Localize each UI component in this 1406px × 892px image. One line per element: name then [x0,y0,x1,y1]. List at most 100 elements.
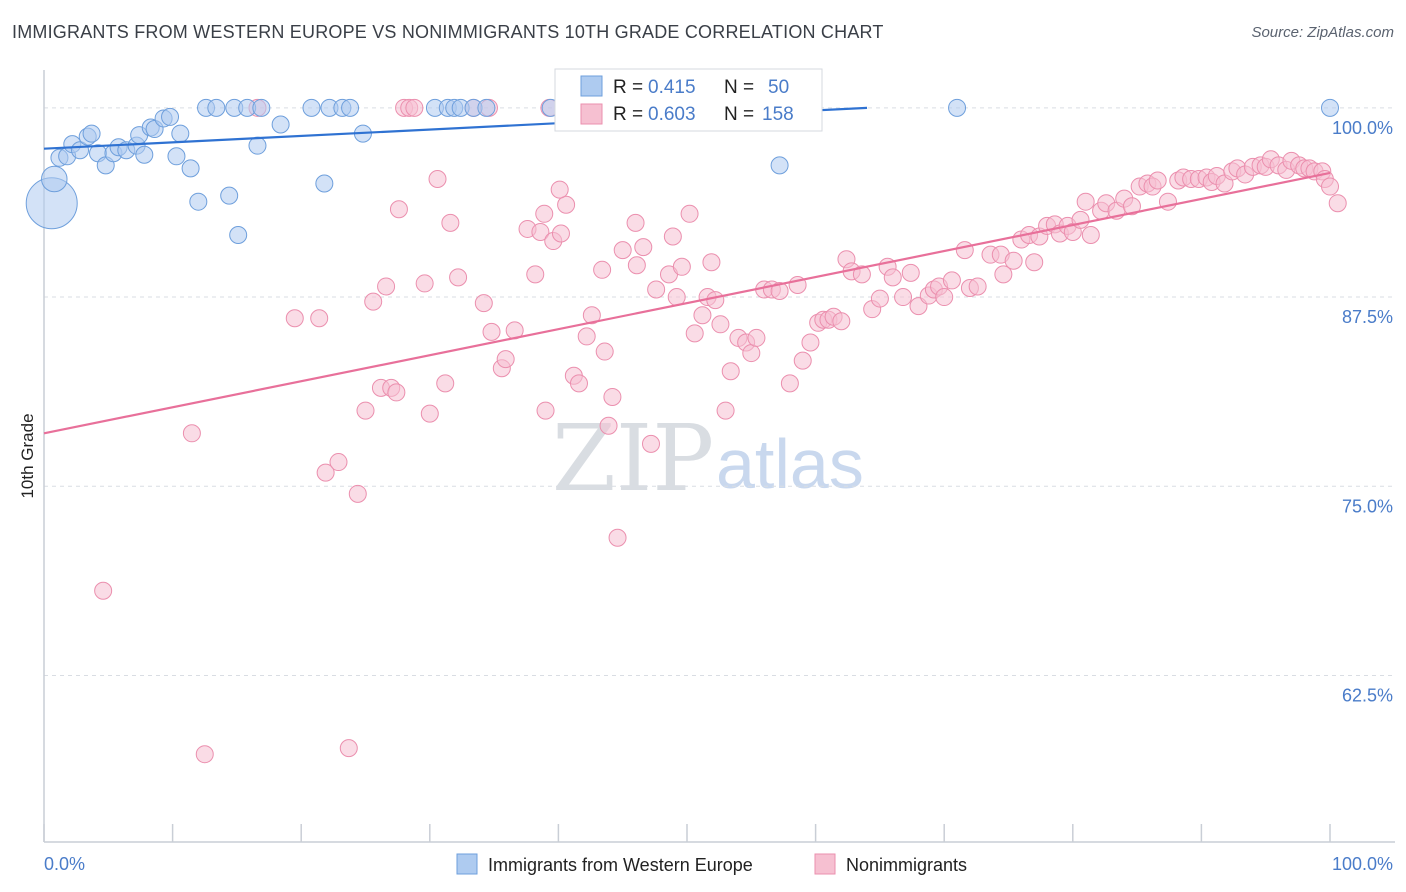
point-nonimmigrants [852,265,871,284]
point-nonimmigrants [747,328,766,347]
point-nonimmigrants [1081,225,1100,244]
legend-label-immigrants: Immigrants from Western Europe [488,855,753,875]
point-nonimmigrants [603,387,622,406]
chart-source: Source: ZipAtlas.com [1251,24,1394,41]
point-immigrants [770,156,789,175]
point-nonimmigrants [415,274,434,293]
point-nonimmigrants [285,309,304,328]
point-nonimmigrants [1122,197,1141,216]
stats-r-value-2: 0.603 [648,104,696,125]
point-nonimmigrants [793,351,812,370]
point-nonimmigrants [310,309,329,328]
y-tick-label: 100.0% [1332,118,1393,138]
trend-line-nonimmigrants [43,171,1331,435]
point-nonimmigrants [663,227,682,246]
point-nonimmigrants [94,581,113,600]
point-nonimmigrants [870,289,889,308]
point-nonimmigrants [449,268,468,287]
point-immigrants [341,98,360,117]
point-nonimmigrants [613,241,632,260]
point-immigrants [229,225,248,244]
stats-legend-box: R = 0.415 N = 50 R = 0.603 N = 158 [554,68,823,132]
stats-n-label-2: N = [724,104,754,125]
point-nonimmigrants [680,204,699,223]
point-nonimmigrants [535,204,554,223]
stats-r-value-1: 0.415 [648,77,696,98]
point-nonimmigrants [608,528,627,547]
point-nonimmigrants [441,213,460,232]
chart-title: IMMIGRANTS FROM WESTERN EUROPE VS NONIMM… [12,22,884,42]
point-nonimmigrants [550,180,569,199]
legend-swatch-immigrants [456,853,478,875]
point-nonimmigrants [389,200,408,219]
point-immigrants [248,136,267,155]
point-nonimmigrants [195,745,214,764]
y-tick-label: 87.5% [1342,307,1393,327]
point-nonimmigrants [672,257,691,276]
point-nonimmigrants [599,416,618,435]
point-nonimmigrants [531,222,550,241]
y-axis-title: 10th Grade [18,413,37,498]
point-immigrants [207,98,226,117]
x-axis-ticks [43,824,1331,842]
point-nonimmigrants [627,256,646,275]
point-nonimmigrants [685,324,704,343]
point-immigrants [948,98,967,117]
point-immigrants [189,192,208,211]
x-tick-label-100: 100.0% [1332,854,1393,874]
point-nonimmigrants [1076,192,1095,211]
point-nonimmigrants [706,291,725,310]
stats-n-value-2: 158 [762,104,794,125]
point-nonimmigrants [770,282,789,301]
point-immigrants [271,115,290,134]
point-nonimmigrants [801,333,820,352]
point-nonimmigrants [557,195,576,214]
point-nonimmigrants [994,265,1013,284]
point-nonimmigrants [436,374,455,393]
point-nonimmigrants [593,260,612,279]
point-nonimmigrants [1148,171,1167,190]
point-nonimmigrants [577,327,596,346]
legend-label-nonimmigrants: Nonimmigrants [846,855,967,875]
point-immigrants [167,147,186,166]
point-nonimmigrants [711,315,730,334]
stats-r-label-1: R = [613,77,643,98]
point-nonimmigrants [883,268,902,287]
point-immigrants [82,124,101,143]
point-nonimmigrants [1071,210,1090,229]
point-nonimmigrants [428,169,447,188]
point-immigrants [135,145,154,164]
point-nonimmigrants [894,288,913,307]
point-nonimmigrants [377,277,396,296]
y-tick-label: 62.5% [1342,685,1393,705]
point-nonimmigrants [569,374,588,393]
y-axis-tick-labels: 100.0% 87.5% 75.0% 62.5% [1332,118,1393,706]
point-nonimmigrants [742,344,761,363]
point-nonimmigrants [316,463,335,482]
point-nonimmigrants [482,322,501,341]
point-nonimmigrants [348,484,367,503]
point-immigrants [220,186,239,205]
point-nonimmigrants [1328,194,1347,213]
stats-swatch-blue [580,75,603,97]
point-nonimmigrants [474,294,493,313]
point-immigrants [315,174,334,193]
point-immigrants [161,107,180,126]
point-nonimmigrants [716,401,735,420]
point-nonimmigrants [329,453,348,472]
stats-r-label-2: R = [613,104,643,125]
point-nonimmigrants [1321,177,1339,196]
point-nonimmigrants [647,280,666,299]
point-nonimmigrants [626,213,645,232]
stats-n-label-1: N = [724,77,754,98]
point-nonimmigrants [935,288,954,307]
point-nonimmigrants [356,401,375,420]
stats-swatch-pink [580,103,603,125]
watermark-zip: ZIP [552,405,714,512]
y-tick-label: 75.0% [1342,496,1393,516]
point-immigrants [181,159,200,178]
point-immigrants [302,98,321,117]
point-nonimmigrants [1025,253,1044,272]
point-nonimmigrants [634,238,653,257]
